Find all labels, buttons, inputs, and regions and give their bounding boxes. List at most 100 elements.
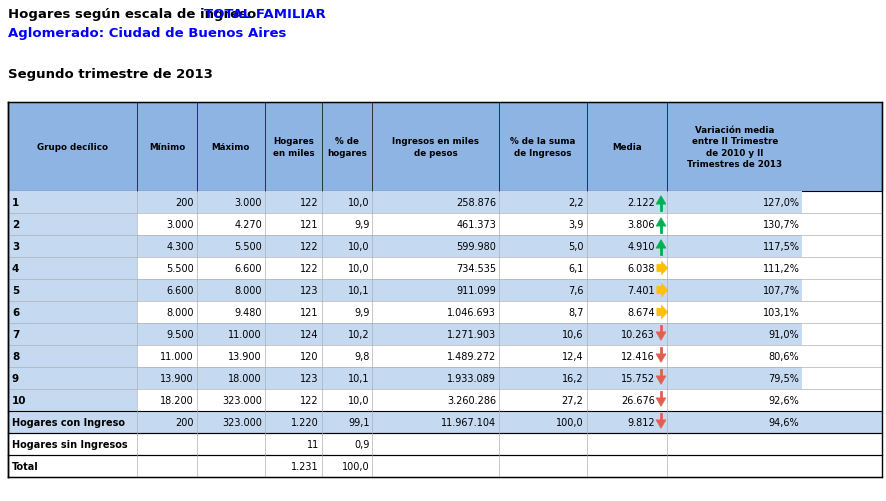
Text: 10,1: 10,1	[347, 286, 369, 296]
Text: 7,6: 7,6	[567, 286, 583, 296]
Text: 122: 122	[299, 395, 318, 405]
Text: 27,2: 27,2	[561, 395, 583, 405]
Text: 9,9: 9,9	[354, 219, 369, 229]
Text: 11.000: 11.000	[228, 329, 261, 339]
Text: % de la suma
de Ingresos: % de la suma de Ingresos	[509, 137, 575, 157]
Bar	[265, 258, 322, 280]
Text: 123: 123	[300, 286, 318, 296]
Text: 3: 3	[12, 241, 19, 252]
Text: 11.967.104: 11.967.104	[440, 417, 495, 427]
Polygon shape	[656, 398, 665, 406]
Bar	[372, 258, 499, 280]
Bar	[322, 191, 372, 213]
Text: 16,2: 16,2	[562, 373, 583, 383]
Text: 120: 120	[300, 351, 318, 361]
Text: 7.401: 7.401	[626, 286, 654, 296]
Bar	[265, 345, 322, 367]
Text: 10,0: 10,0	[347, 197, 369, 207]
Bar	[372, 323, 499, 345]
Bar	[265, 323, 322, 345]
Text: Mínimo: Mínimo	[149, 143, 185, 152]
Bar	[197, 191, 265, 213]
Text: 5,0: 5,0	[567, 241, 583, 252]
Bar	[322, 280, 372, 302]
Bar	[499, 191, 586, 213]
Bar	[8, 191, 137, 213]
Bar	[586, 323, 666, 345]
Text: 11: 11	[307, 439, 318, 449]
Text: 1.271.903: 1.271.903	[447, 329, 495, 339]
Bar	[499, 389, 586, 411]
Text: 10.263: 10.263	[620, 329, 654, 339]
Text: 12.416: 12.416	[620, 351, 654, 361]
Text: 599.980: 599.980	[455, 241, 495, 252]
Bar	[197, 258, 265, 280]
Bar	[265, 213, 322, 235]
Text: 323.000: 323.000	[222, 395, 261, 405]
Text: 10,1: 10,1	[347, 373, 369, 383]
Bar	[197, 345, 265, 367]
Text: 122: 122	[299, 241, 318, 252]
Text: 200: 200	[175, 197, 193, 207]
Text: Grupo decílico: Grupo decílico	[37, 143, 108, 152]
Bar	[499, 213, 586, 235]
Text: % de
hogares: % de hogares	[327, 137, 367, 157]
Text: Máximo: Máximo	[212, 143, 250, 152]
Text: Hogares con Ingreso: Hogares con Ingreso	[12, 417, 125, 427]
Bar	[265, 367, 322, 389]
Text: 734.535: 734.535	[455, 264, 495, 274]
Text: 13.900: 13.900	[228, 351, 261, 361]
Text: 103,1%: 103,1%	[762, 308, 798, 317]
Text: 1.489.272: 1.489.272	[447, 351, 495, 361]
Text: 1.046.693: 1.046.693	[447, 308, 495, 317]
Text: 26.676: 26.676	[620, 395, 654, 405]
Bar	[372, 280, 499, 302]
Text: 8.000: 8.000	[166, 308, 193, 317]
Bar	[499, 280, 586, 302]
Text: 121: 121	[300, 219, 318, 229]
Text: 3.260.286: 3.260.286	[447, 395, 495, 405]
Bar	[322, 258, 372, 280]
Polygon shape	[656, 240, 665, 248]
Bar	[265, 235, 322, 258]
Bar	[8, 345, 137, 367]
Bar	[322, 302, 372, 323]
Text: 200: 200	[175, 417, 193, 427]
Text: 4.910: 4.910	[626, 241, 654, 252]
Text: 8.674: 8.674	[626, 308, 654, 317]
Bar	[197, 302, 265, 323]
Bar	[265, 280, 322, 302]
Text: 8: 8	[12, 351, 19, 361]
Bar	[322, 235, 372, 258]
Bar	[499, 367, 586, 389]
Bar	[265, 302, 322, 323]
Text: 3.000: 3.000	[166, 219, 193, 229]
Bar	[499, 345, 586, 367]
Text: 4.300: 4.300	[166, 241, 193, 252]
Text: 911.099: 911.099	[456, 286, 495, 296]
Bar	[372, 389, 499, 411]
Text: 6,1: 6,1	[568, 264, 583, 274]
Bar	[586, 235, 666, 258]
Text: 122: 122	[299, 197, 318, 207]
Text: 6.038: 6.038	[626, 264, 654, 274]
Text: Hogares
en miles: Hogares en miles	[272, 137, 314, 157]
Bar	[265, 389, 322, 411]
Text: 127,0%: 127,0%	[762, 197, 798, 207]
Polygon shape	[656, 218, 665, 226]
Polygon shape	[656, 196, 665, 205]
Bar	[197, 389, 265, 411]
Bar	[666, 367, 802, 389]
Bar	[322, 367, 372, 389]
Bar	[197, 235, 265, 258]
Bar	[666, 213, 802, 235]
Bar	[8, 213, 137, 235]
Bar	[322, 345, 372, 367]
Text: 4.270: 4.270	[234, 219, 261, 229]
Bar	[322, 213, 372, 235]
Polygon shape	[656, 354, 665, 363]
Bar	[372, 367, 499, 389]
Bar	[137, 191, 197, 213]
Text: Aglomerado: Ciudad de Buenos Aires: Aglomerado: Ciudad de Buenos Aires	[8, 27, 286, 40]
Text: 6: 6	[12, 308, 19, 317]
